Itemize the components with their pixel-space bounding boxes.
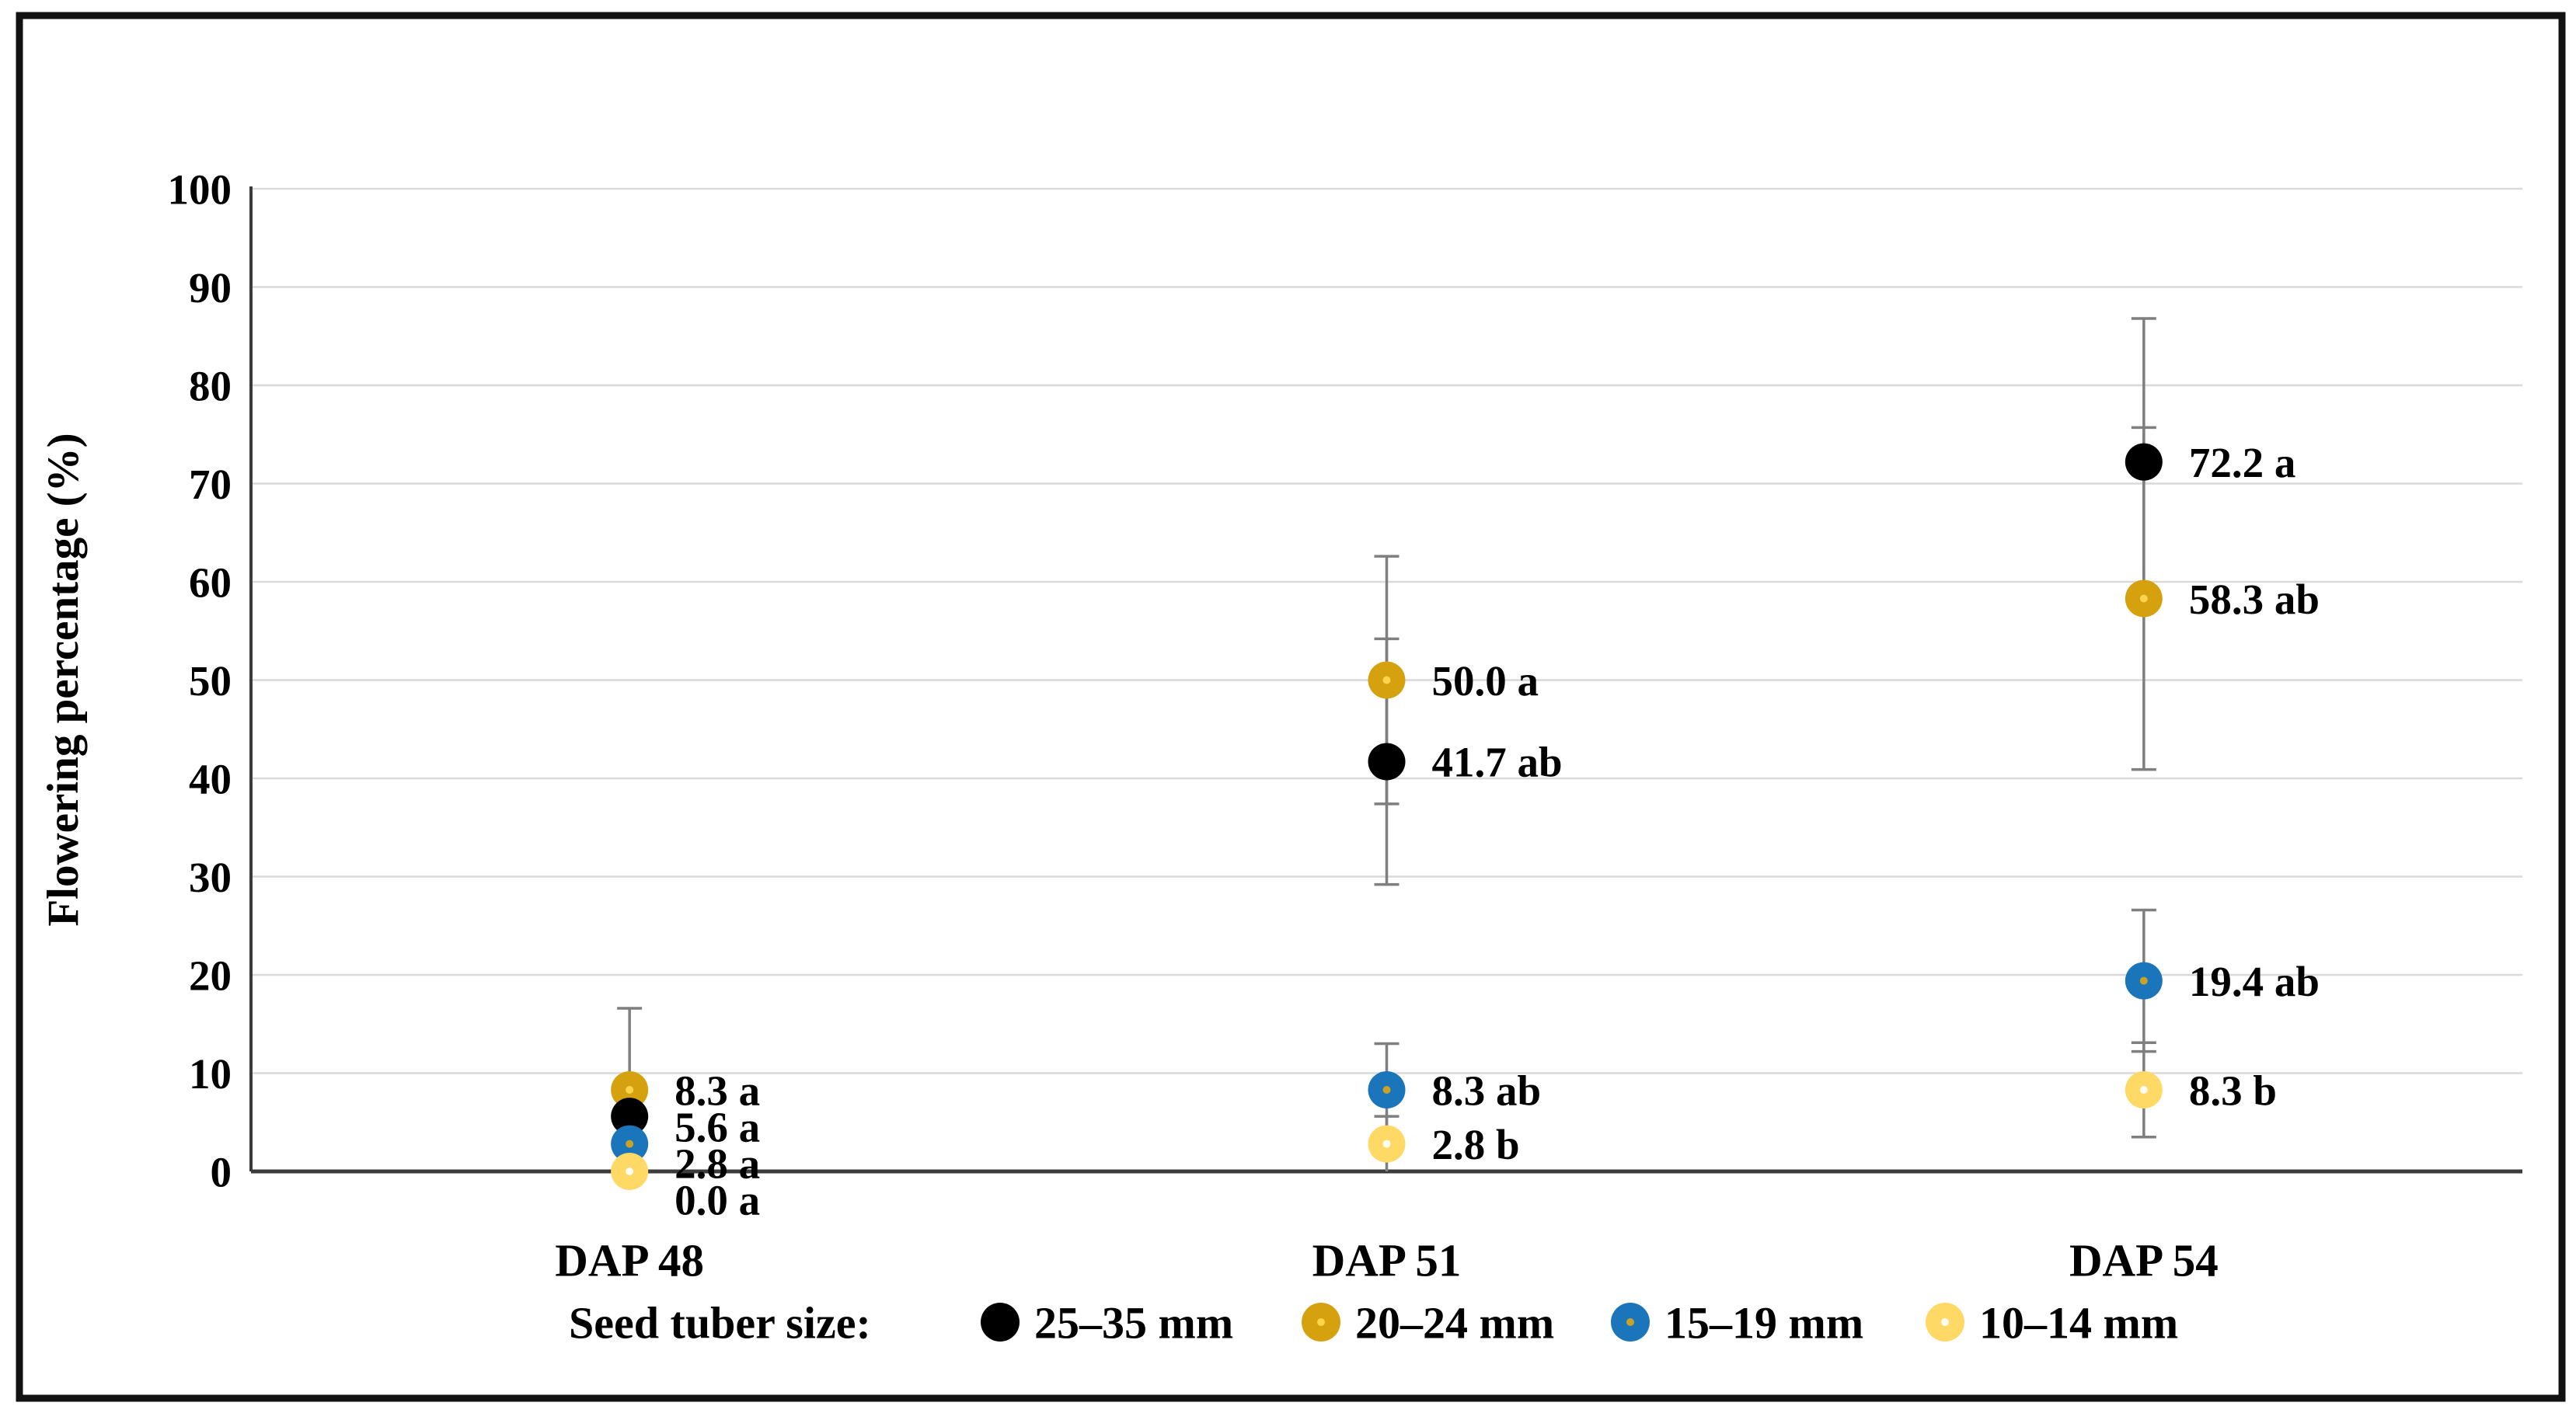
data-point-marker-dot bbox=[2139, 1086, 2148, 1095]
legend-label: 15–19 mm bbox=[1664, 1297, 1863, 1348]
x-category-label: DAP 48 bbox=[555, 1235, 704, 1286]
data-point-label: 8.3 b bbox=[2189, 1067, 2277, 1114]
data-point-marker-dot bbox=[626, 1168, 634, 1175]
x-category-label: DAP 54 bbox=[2069, 1235, 2219, 1286]
data-point-label: 41.7 ab bbox=[1432, 739, 1563, 786]
data-labels-group: 8.3 a5.6 a2.8 a0.0 a 50.0 a 41.7 ab 8.3 ab 2… bbox=[675, 439, 2320, 1223]
y-tick-label: 40 bbox=[189, 755, 232, 802]
data-point-marker-dot bbox=[1382, 676, 1391, 684]
data-point-marker-dot bbox=[2139, 594, 2148, 603]
y-tick-label: 30 bbox=[189, 854, 232, 901]
y-tick-label: 80 bbox=[189, 362, 232, 409]
legend-label: 10–14 mm bbox=[1979, 1297, 2178, 1348]
data-point-label: 50.0 a bbox=[1432, 657, 1539, 705]
data-point-label: 19.4 ab bbox=[2189, 958, 2320, 1005]
data-points-group bbox=[611, 443, 2163, 1190]
data-point-marker-dot bbox=[2139, 976, 2148, 985]
category-labels-group: DAP 48 DAP 51 DAP 54 bbox=[555, 1235, 2218, 1286]
data-point-marker-dot bbox=[626, 1140, 634, 1148]
data-point-marker-dot bbox=[1382, 1086, 1391, 1095]
data-point-marker-dot bbox=[1382, 1140, 1391, 1148]
y-tick-label: 60 bbox=[189, 559, 232, 606]
data-point-marker bbox=[1368, 743, 1406, 781]
y-tick-label: 20 bbox=[189, 952, 232, 999]
legend-title: Seed tuber size: bbox=[569, 1297, 871, 1348]
data-point-label: 2.8 a bbox=[675, 1140, 760, 1187]
data-point-label: 5.6 a bbox=[675, 1103, 760, 1150]
data-point-marker bbox=[2125, 443, 2163, 481]
y-tick-label: 50 bbox=[189, 657, 232, 705]
x-category-label: DAP 51 bbox=[1312, 1235, 1462, 1286]
legend-marker-dot bbox=[1317, 1318, 1325, 1326]
legend-marker-dot bbox=[1626, 1318, 1634, 1326]
data-point-label: 58.3 ab bbox=[2189, 576, 2320, 623]
data-point-label: 72.2 a bbox=[2189, 439, 2296, 486]
y-tick-label: 70 bbox=[189, 461, 232, 508]
data-point-marker-dot bbox=[626, 1086, 634, 1095]
y-axis-title: Flowering percentage (%) bbox=[39, 433, 88, 926]
y-tick-label: 0 bbox=[211, 1148, 232, 1195]
legend-label: 20–24 mm bbox=[1355, 1297, 1554, 1348]
legend-items-group: 25–35 mm 20–24 mm 15–19 mm 10–14 mm bbox=[981, 1297, 2178, 1348]
figure-border bbox=[16, 12, 2566, 1402]
y-tick-label: 90 bbox=[189, 264, 232, 311]
legend-marker bbox=[981, 1303, 1020, 1342]
y-tick-label: 100 bbox=[168, 165, 232, 213]
data-point-marker bbox=[611, 1098, 649, 1136]
y-tick-labels-group: 0 10 20 30 40 50 60 70 80 90 100 bbox=[168, 165, 232, 1195]
data-point-label: 0.0 a bbox=[675, 1176, 760, 1223]
data-point-label: 8.3 ab bbox=[1432, 1067, 1542, 1114]
y-tick-label: 10 bbox=[189, 1050, 232, 1098]
data-point-label: 8.3 a bbox=[675, 1067, 760, 1114]
legend-marker-dot bbox=[1941, 1318, 1949, 1326]
data-point-label: 2.8 b bbox=[1432, 1121, 1520, 1168]
legend-label: 25–35 mm bbox=[1034, 1297, 1233, 1348]
